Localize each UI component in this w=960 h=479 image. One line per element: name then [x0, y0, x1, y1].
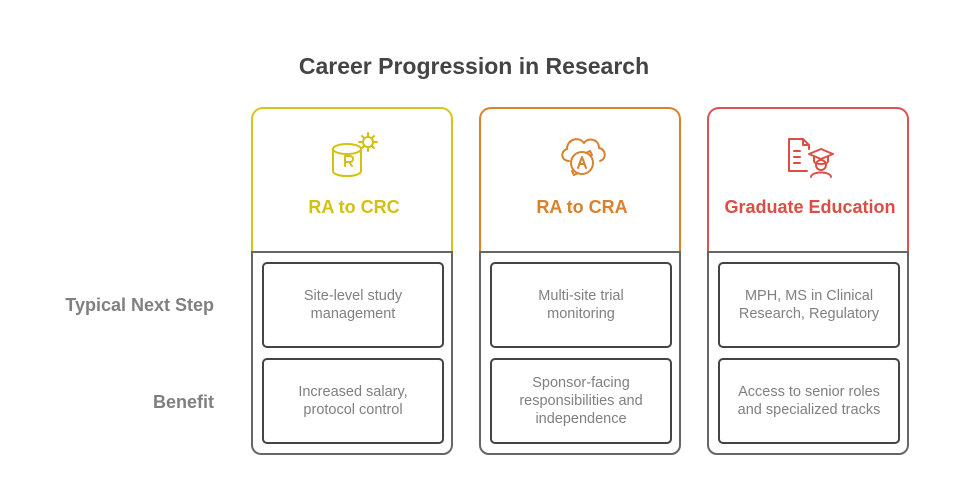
cell-benefit: Access to senior roles and specialized t…: [718, 358, 900, 444]
column-body: [479, 251, 681, 455]
column-ra-to-crc: RA to CRC Site-level study management In…: [251, 107, 453, 455]
column-title: RA to CRA: [536, 197, 628, 217]
column-body: [707, 251, 909, 455]
database-gear-icon: [332, 132, 378, 177]
column-ra-to-cra: RA to CRA Multi-site trial monitoring Sp…: [479, 107, 681, 455]
column-title: RA to CRC: [308, 197, 400, 217]
cell-typical-next-step: Site-level study management: [262, 262, 444, 348]
column-graduate-education: Graduate Education MPH, MS in Clinical R…: [707, 107, 909, 455]
graduate-document-icon: [788, 138, 834, 178]
row-label-typical-next-step: Typical Next Step: [65, 295, 214, 315]
column-body: [251, 251, 453, 455]
page-title: Career Progression in Research: [298, 53, 650, 79]
column-header: Graduate Education: [707, 107, 909, 251]
cell-benefit: Increased salary, protocol control: [262, 358, 444, 444]
column-header: RA to CRA: [479, 107, 681, 251]
cell-typical-next-step: Multi-site trial monitoring: [490, 262, 672, 348]
cell-typical-next-step: MPH, MS in Clinical Research, Regulatory: [718, 262, 900, 348]
column-header: RA to CRC: [251, 107, 453, 251]
row-label-benefit: Benefit: [152, 392, 214, 412]
column-title: Graduate Education: [724, 197, 896, 217]
cloud-sync-icon: [561, 138, 606, 176]
cell-benefit: Sponsor-facing responsibilities and inde…: [490, 358, 672, 444]
